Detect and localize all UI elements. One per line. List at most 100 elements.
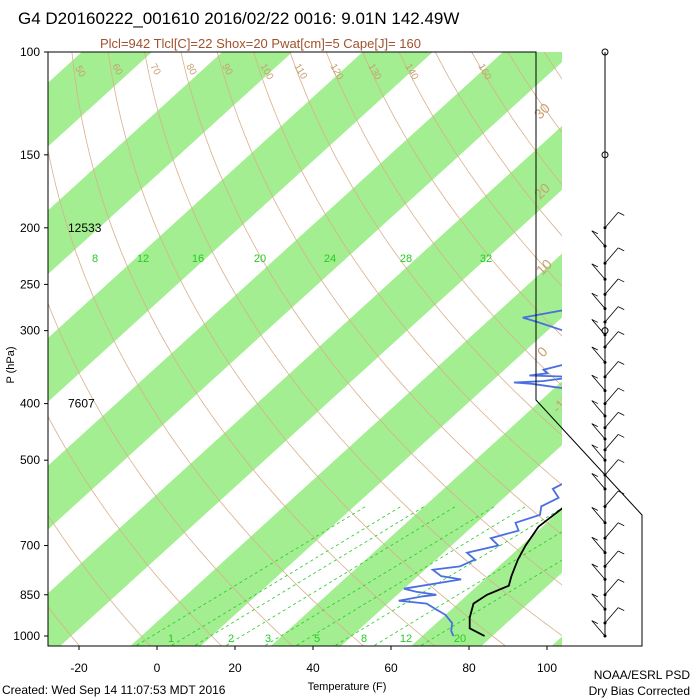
mixing-ratio-bottom-label: 5	[314, 633, 320, 645]
wind-barb	[591, 292, 606, 309]
series-line-2	[575, 377, 684, 515]
wind-barb-feather	[591, 230, 598, 235]
wind-barb-feather	[618, 412, 625, 416]
wind-barb-feather	[591, 263, 598, 268]
wind-barb-feather	[591, 563, 598, 568]
wind-barb	[591, 423, 606, 440]
wind-barb-feather	[591, 620, 598, 624]
dry-adiabat-line	[362, 52, 562, 337]
wind-barb-feather	[618, 434, 625, 438]
wind-barb-feather	[618, 387, 625, 392]
x-tick-label: 0	[154, 661, 161, 675]
wind-barb-feather	[618, 278, 625, 283]
wind-barb	[591, 230, 606, 247]
dry-adiabat-line	[289, 52, 562, 436]
mixing-ratio-line	[169, 506, 402, 646]
wind-barb	[591, 507, 606, 524]
dry-adiabat-line	[325, 52, 562, 387]
mixing-ratio-line	[193, 506, 425, 646]
mixing-ratio-bottom-label: 12	[400, 633, 412, 645]
chart-title: G4 D20160222_001610 2016/02/22 0016: 9.0…	[18, 9, 459, 28]
wind-barb	[604, 412, 619, 429]
y-tick-label: 250	[20, 277, 40, 291]
isotherm-band	[48, 52, 152, 147]
wind-barb-column	[591, 48, 625, 638]
wind-barb	[604, 490, 619, 507]
dry-adiabat-line	[48, 514, 152, 646]
wind-barb	[591, 319, 606, 336]
height-label: 7607	[68, 397, 95, 411]
y-tick-label: 150	[20, 148, 40, 162]
wind-barb-feather	[618, 247, 625, 252]
wind-barb-feather	[618, 331, 625, 335]
wind-barb-feather	[618, 212, 625, 216]
dry-adiabat-line	[253, 52, 562, 486]
x-axis-label: Temperature (F)	[308, 681, 387, 693]
wind-barb-feather	[618, 306, 625, 310]
wind-barb-feather	[591, 400, 598, 404]
wind-barb-feather	[618, 579, 625, 583]
wind-barb	[604, 579, 619, 596]
theta-label: 80	[183, 62, 198, 78]
isotherm-band	[130, 253, 562, 646]
wind-barb-feather	[591, 473, 598, 477]
plot-area: 8 12 16 20 24 28 321 2 3 5 8 12 203020100-10-20-3050…	[48, 52, 684, 646]
isotherm-band	[270, 381, 562, 646]
mixing-ratio-bottom-label: 2	[228, 633, 234, 645]
wind-barb	[591, 593, 606, 610]
isotherm-bands	[48, 52, 562, 646]
wind-barb	[604, 247, 619, 264]
wind-barb	[604, 361, 619, 378]
isotherm-band	[48, 126, 562, 646]
mixing-ratio-lines	[134, 506, 562, 646]
mixing-ratio-line	[294, 506, 526, 646]
calm-marker	[601, 48, 609, 56]
wind-barb	[591, 473, 606, 490]
dry-adiabat-line	[180, 52, 562, 586]
isotherm-band	[48, 52, 562, 530]
dry-adiabat-line	[48, 302, 294, 646]
y-tick-label: 200	[20, 221, 40, 235]
wind-barb-feather	[591, 593, 598, 598]
wind-barb	[591, 444, 606, 461]
mixing-ratio-bottom-label: 20	[454, 633, 466, 645]
height-label: 12533	[68, 221, 102, 235]
wind-barb-feather	[618, 459, 625, 463]
wind-barb-feather	[618, 607, 625, 611]
wind-barb	[604, 522, 619, 539]
wind-barb	[604, 278, 619, 295]
y-tick-label: 400	[20, 397, 40, 411]
series-line-0	[468, 507, 562, 637]
isotherm-band	[551, 636, 562, 646]
wind-barb-feather	[591, 292, 598, 297]
chart-subtitle: Plcl=942 Tlcl[C]=22 Shox=20 Pwat[cm]=5 C…	[100, 36, 421, 51]
wind-barb	[604, 459, 619, 476]
mixing-ratio-bottom-label: 8	[361, 633, 367, 645]
x-tick-label: 80	[462, 661, 476, 675]
mixing-ratio-label: 8	[92, 253, 98, 265]
wind-barb	[591, 374, 606, 391]
dry-adiabat-line	[48, 415, 223, 646]
isotherm-band	[48, 52, 433, 402]
wind-barb	[604, 212, 619, 229]
mixing-ratio-label: 32	[480, 253, 492, 265]
y-tick-label: 1000	[13, 629, 40, 643]
dry-adiabat-line	[107, 52, 507, 646]
mixing-ratio-line	[333, 507, 562, 646]
wind-barb-feather	[618, 361, 625, 365]
isotherm-label: -30	[623, 468, 649, 494]
wind-barb-feather	[591, 507, 598, 511]
wind-barb	[591, 346, 606, 363]
dry-adiabat-line	[71, 52, 436, 646]
x-tick-label: 20	[228, 661, 242, 675]
y-tick-label: 850	[20, 588, 40, 602]
mixing-ratio-label: 16	[192, 253, 204, 265]
wind-barb-feather	[591, 374, 598, 379]
mixing-ratio-bottom-label: 1	[168, 633, 174, 645]
wind-barb	[604, 331, 619, 348]
wind-barb	[604, 550, 619, 567]
isotherm-band	[411, 508, 562, 646]
wind-barb-feather	[591, 346, 598, 351]
wind-barb	[591, 537, 606, 553]
y-tick-label: 700	[20, 539, 40, 553]
